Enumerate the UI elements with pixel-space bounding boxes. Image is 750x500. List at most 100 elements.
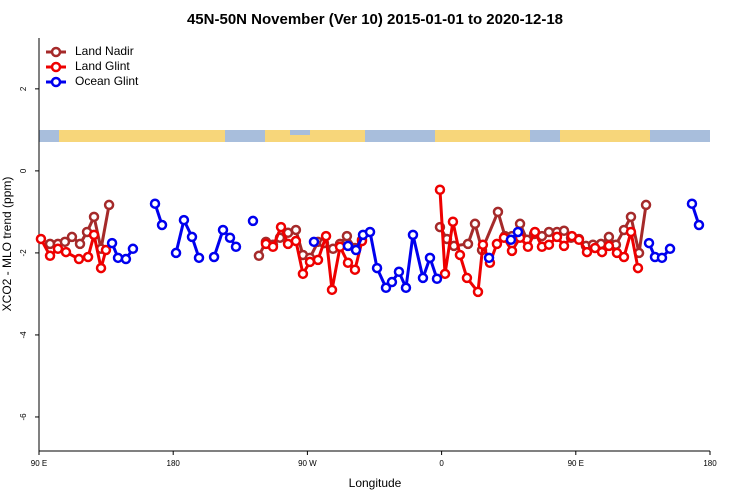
point xyxy=(505,234,517,246)
point xyxy=(308,236,320,248)
point xyxy=(491,238,503,250)
x-tick-label: 90 W xyxy=(298,459,317,468)
point xyxy=(170,247,182,259)
point xyxy=(514,218,526,230)
point xyxy=(320,230,332,242)
point xyxy=(447,216,459,227)
point xyxy=(247,215,259,227)
y-tick-label: 2 xyxy=(19,86,28,91)
point xyxy=(217,224,229,236)
point xyxy=(35,233,47,245)
point xyxy=(581,246,593,258)
point xyxy=(103,199,115,211)
point xyxy=(88,211,100,223)
point xyxy=(253,250,265,262)
legend-label: Land Nadir xyxy=(75,44,134,58)
point xyxy=(431,273,443,284)
point xyxy=(664,243,676,255)
point xyxy=(326,284,338,296)
point xyxy=(297,268,309,280)
point xyxy=(625,226,637,238)
point xyxy=(290,235,302,247)
point xyxy=(656,252,668,264)
legend-marker xyxy=(50,61,62,73)
point xyxy=(454,249,466,261)
point xyxy=(312,254,324,266)
point xyxy=(364,226,376,238)
point xyxy=(492,206,504,218)
point xyxy=(290,224,302,236)
point xyxy=(640,199,652,211)
legend-label: Land Glint xyxy=(75,59,130,73)
legend-marker xyxy=(50,76,62,88)
point xyxy=(82,251,94,263)
point xyxy=(551,231,563,243)
point xyxy=(208,251,220,263)
point xyxy=(462,238,474,250)
point xyxy=(341,230,353,242)
point xyxy=(60,246,72,258)
point xyxy=(127,243,139,255)
point xyxy=(469,218,481,230)
point xyxy=(186,231,198,243)
point xyxy=(88,229,100,241)
point xyxy=(643,237,655,249)
point xyxy=(434,184,446,195)
point xyxy=(393,266,405,278)
point xyxy=(149,198,161,209)
point xyxy=(472,286,484,298)
point xyxy=(512,226,524,238)
x-tick-label: 180 xyxy=(703,459,717,468)
x-tick-label: 90 E xyxy=(568,459,584,468)
point xyxy=(193,252,205,264)
point xyxy=(66,231,78,243)
point xyxy=(603,240,615,252)
point xyxy=(349,264,361,275)
point xyxy=(603,231,615,243)
point xyxy=(417,272,429,284)
point xyxy=(439,268,451,280)
point xyxy=(543,239,555,250)
point xyxy=(386,276,398,288)
y-axis-label: XCO2 - MLO trend (ppm) xyxy=(0,177,14,312)
point xyxy=(686,198,698,209)
point xyxy=(400,282,412,294)
map-strip xyxy=(39,130,710,142)
point xyxy=(44,250,56,262)
point xyxy=(380,282,392,294)
point xyxy=(477,239,489,250)
point xyxy=(558,225,570,237)
point xyxy=(156,219,168,231)
y-tick-label: -4 xyxy=(19,331,28,339)
y-tick-label: 0 xyxy=(19,168,28,173)
point xyxy=(59,236,71,248)
point xyxy=(407,229,419,241)
y-tick-label: -6 xyxy=(19,413,28,421)
point xyxy=(230,241,242,253)
point xyxy=(342,257,354,269)
y-tick-label: -2 xyxy=(19,249,28,257)
point xyxy=(224,232,236,243)
point xyxy=(52,243,64,255)
point xyxy=(178,214,190,226)
point xyxy=(632,262,644,274)
point xyxy=(558,240,570,252)
point xyxy=(693,219,705,231)
point xyxy=(304,256,316,268)
point xyxy=(529,226,541,238)
point xyxy=(267,241,279,253)
point xyxy=(483,252,495,264)
point xyxy=(371,262,383,274)
point xyxy=(543,226,555,238)
x-tick-label: 0 xyxy=(439,459,444,468)
point xyxy=(461,272,473,284)
point xyxy=(74,238,86,250)
point xyxy=(596,246,608,258)
point xyxy=(100,244,112,256)
point xyxy=(573,234,585,246)
point xyxy=(625,211,637,223)
x-axis-label: Longitude xyxy=(349,476,402,490)
point xyxy=(350,244,362,256)
